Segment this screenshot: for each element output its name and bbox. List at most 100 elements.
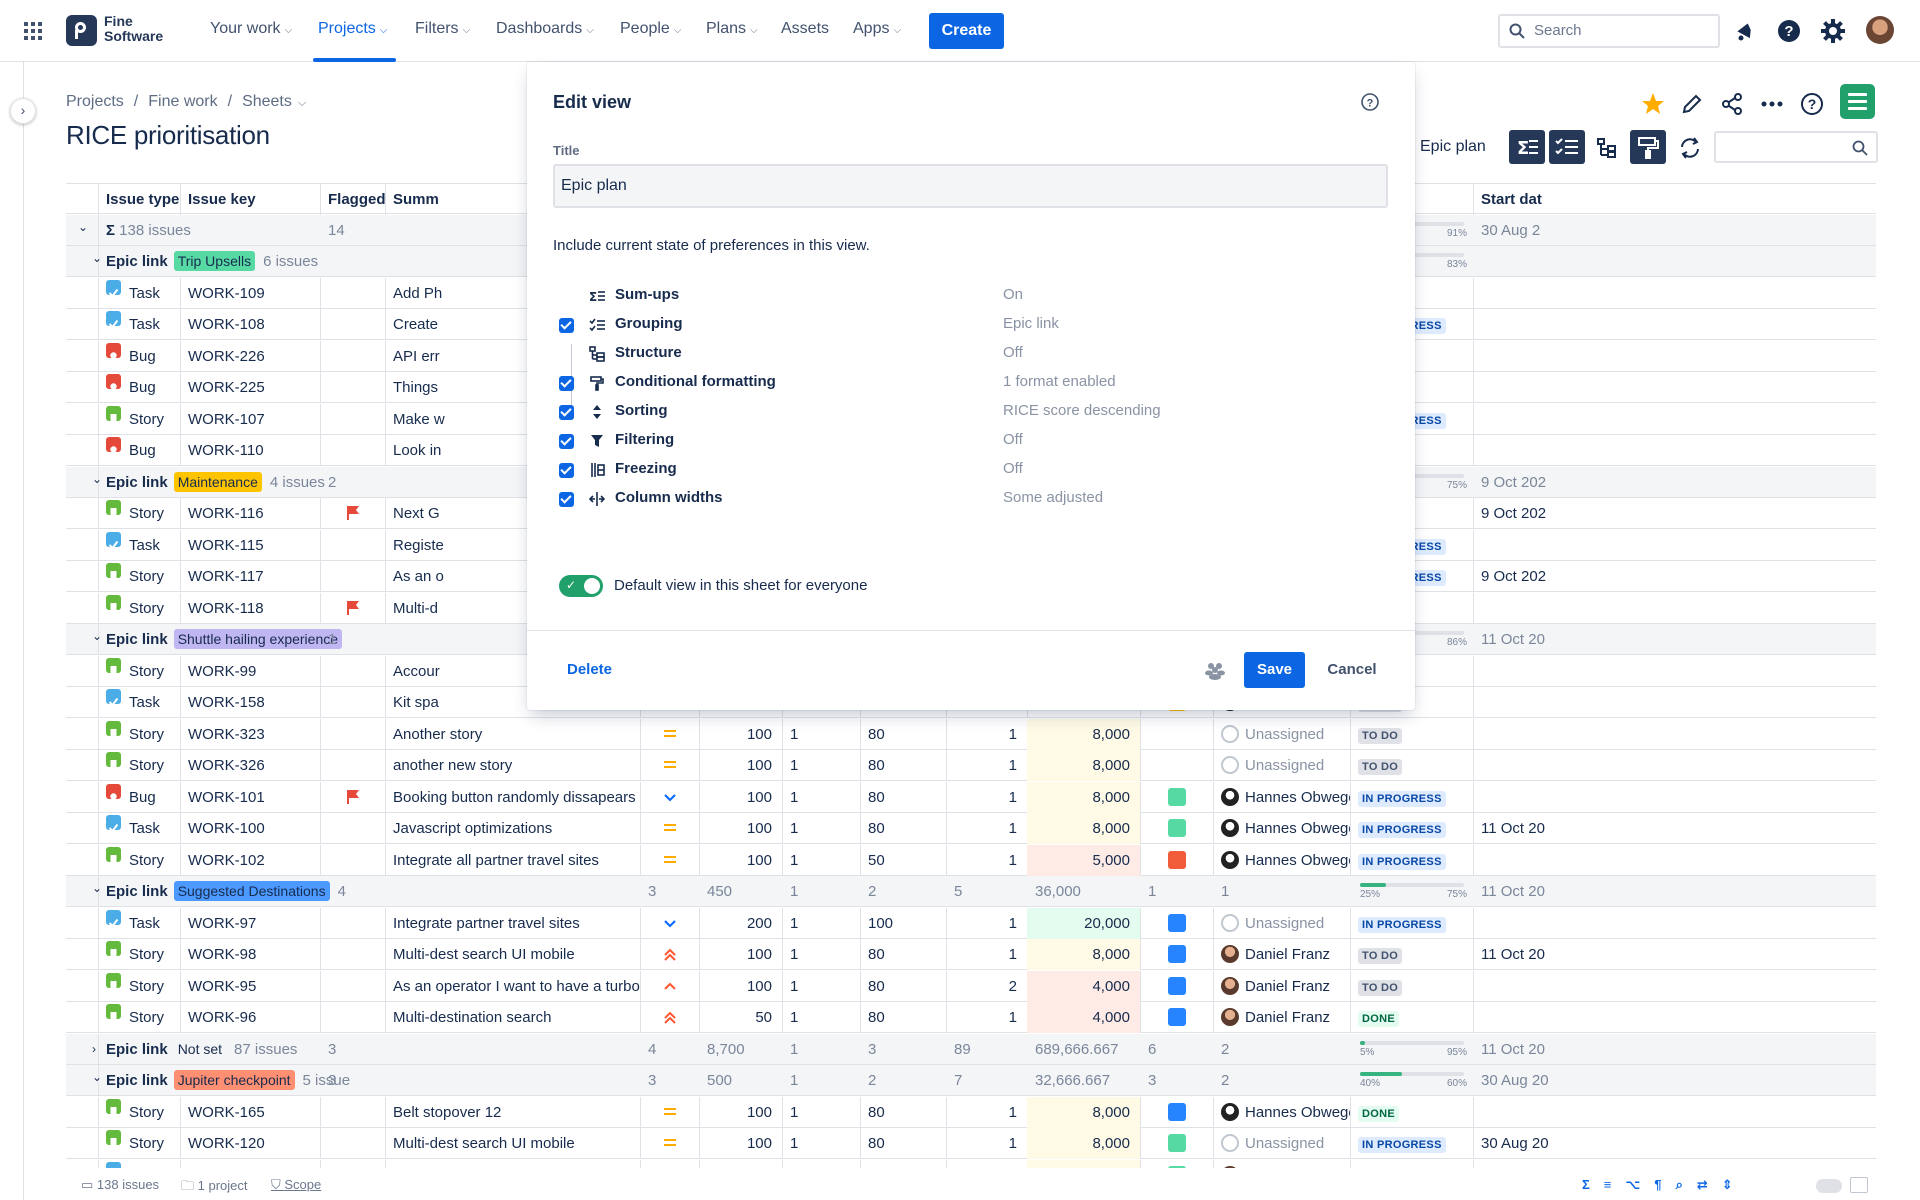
nav-your-work[interactable]: Your work ⌵ (210, 20, 293, 37)
preference-checkbox[interactable] (559, 318, 574, 333)
notifications-icon[interactable] (1732, 18, 1758, 44)
grouping-toggle[interactable] (1549, 130, 1585, 164)
summary-cell: Multi-destination search (393, 1009, 552, 1026)
issue-key-cell: WORK-100 (188, 820, 265, 837)
structure-icon[interactable] (1593, 134, 1621, 162)
status-progress: 40% 60% (1350, 1065, 1473, 1096)
more-options-icon[interactable] (1756, 88, 1788, 120)
chevron-right-icon[interactable]: › (92, 1041, 96, 1056)
conditional-formatting-toggle[interactable] (1630, 130, 1666, 164)
footer-feature-icons[interactable]: Σ≡⌥¶⌕⇄⇕ (1582, 1177, 1747, 1192)
preference-conditional-formatting: Conditional formatting 1 format enabled (553, 371, 1373, 395)
priority-high-icon (662, 980, 678, 997)
brand-logo[interactable]: Fine Software (66, 13, 176, 49)
nav-assets[interactable]: Assets (781, 20, 830, 37)
default-view-toggle[interactable]: ✓ (559, 575, 603, 597)
footer-scope-link[interactable]: ⛉ Scope (271, 1177, 322, 1192)
column-divider (1350, 750, 1351, 781)
nav-projects[interactable]: Projects ⌵ (318, 20, 388, 37)
global-search-input[interactable]: Search (1498, 14, 1720, 48)
preference-checkbox[interactable] (559, 434, 574, 449)
sort-icon (589, 404, 605, 420)
app-switcher-icon[interactable] (24, 22, 42, 40)
column-divider (180, 498, 181, 529)
column-divider (180, 907, 181, 939)
edit-pencil-icon[interactable] (1676, 88, 1708, 120)
column-divider (1140, 781, 1141, 813)
people-share-icon[interactable] (1204, 660, 1226, 680)
impact-cell: 1 (790, 977, 799, 995)
footer-fullscreen-icon[interactable] (1850, 1177, 1868, 1193)
group-flagged-count: 2 (328, 473, 337, 491)
help-icon[interactable]: ? (1360, 92, 1380, 112)
current-view-button[interactable]: Epic plan (1420, 138, 1486, 155)
priority-highest-icon (662, 948, 678, 965)
group-sum-colour: 3 (1148, 1072, 1157, 1089)
cancel-button[interactable]: Cancel (1327, 661, 1377, 678)
chevron-down-icon[interactable]: ⌄ (92, 471, 103, 486)
column-divider (98, 466, 99, 498)
column-divider (1473, 435, 1474, 466)
group-sum-confidence: 2 (868, 883, 877, 900)
save-button[interactable]: Save (1244, 652, 1305, 688)
group-start-date: 11 Oct 20 (1481, 1040, 1545, 1058)
status-lozenge: DONE (1358, 1011, 1399, 1027)
sheet-search-input[interactable] (1714, 131, 1878, 163)
preference-label: Sorting (615, 402, 668, 419)
column-divider (1213, 970, 1214, 1002)
issue-key-cell: WORK-97 (188, 914, 257, 932)
breadcrumb-fine-work[interactable]: Fine work (148, 93, 218, 110)
expand-sidebar-button[interactable]: › (10, 98, 36, 124)
user-avatar[interactable] (1866, 16, 1894, 44)
group-field-name: Epic link (106, 631, 168, 648)
summary-cell: Integrate all partner travel sites (393, 851, 599, 869)
preference-checkbox[interactable] (559, 376, 574, 391)
preference-checkbox[interactable] (559, 463, 574, 478)
nav-plans[interactable]: Plans ⌵ (706, 20, 758, 37)
progress-fill (1360, 1072, 1402, 1076)
reach-cell: 100 (746, 851, 772, 869)
column-divider (946, 718, 947, 750)
svg-text:?: ? (1367, 98, 1374, 110)
footer-toggle[interactable] (1816, 1179, 1842, 1193)
chevron-down-icon[interactable]: ⌄ (92, 881, 103, 895)
confidence-cell: 80 (868, 788, 885, 806)
chevron-down-icon[interactable]: ⌄ (92, 629, 103, 643)
delete-button[interactable]: Delete (567, 661, 613, 678)
issue-type-cell: Story (98, 1097, 180, 1128)
help-icon[interactable]: ? (1776, 18, 1802, 44)
issue-type-text: Story (129, 757, 165, 774)
column-divider (1473, 1002, 1474, 1033)
nav-dashboards[interactable]: Dashboards ⌵ (496, 20, 594, 37)
column-divider (320, 907, 321, 939)
breadcrumb-sheets[interactable]: Sheets (242, 93, 292, 110)
column-divider (1140, 907, 1141, 939)
column-divider (98, 813, 99, 844)
sum-ups-toggle[interactable]: Σ (1509, 130, 1545, 164)
column-divider (782, 1002, 783, 1033)
group-sum-priority: 3 (648, 1072, 657, 1089)
help-circle-icon[interactable]: ? (1796, 88, 1828, 120)
impact-cell: 1 (790, 851, 799, 869)
chevron-down-icon[interactable]: ⌵ (297, 97, 307, 109)
chevron-down-icon[interactable]: ⌄ (92, 251, 103, 265)
issue-type-text: Story (129, 568, 165, 585)
share-icon[interactable] (1716, 88, 1748, 120)
refresh-icon[interactable] (1676, 134, 1704, 162)
status-cell: TO DO (1350, 750, 1473, 781)
nav-people[interactable]: People ⌵ (620, 20, 682, 37)
breadcrumb-projects[interactable]: Projects (66, 93, 124, 110)
svg-text:?: ? (1808, 96, 1817, 112)
settings-gear-icon[interactable] (1820, 18, 1846, 44)
nav-apps[interactable]: Apps ⌵ (853, 20, 902, 37)
star-icon[interactable] (1637, 88, 1669, 120)
chevron-down-icon[interactable]: ⌄ (92, 1070, 103, 1084)
issue-type-cell: Story (98, 593, 180, 624)
create-button[interactable]: Create (929, 13, 1004, 49)
nav-filters[interactable]: Filters ⌵ (415, 20, 471, 37)
preference-checkbox[interactable] (559, 405, 574, 420)
sheets-app-logo-icon[interactable] (1840, 84, 1875, 119)
preference-checkbox[interactable] (559, 492, 574, 507)
view-title-input[interactable] (553, 164, 1388, 208)
chevron-down-icon[interactable]: ⌄ (78, 219, 89, 234)
